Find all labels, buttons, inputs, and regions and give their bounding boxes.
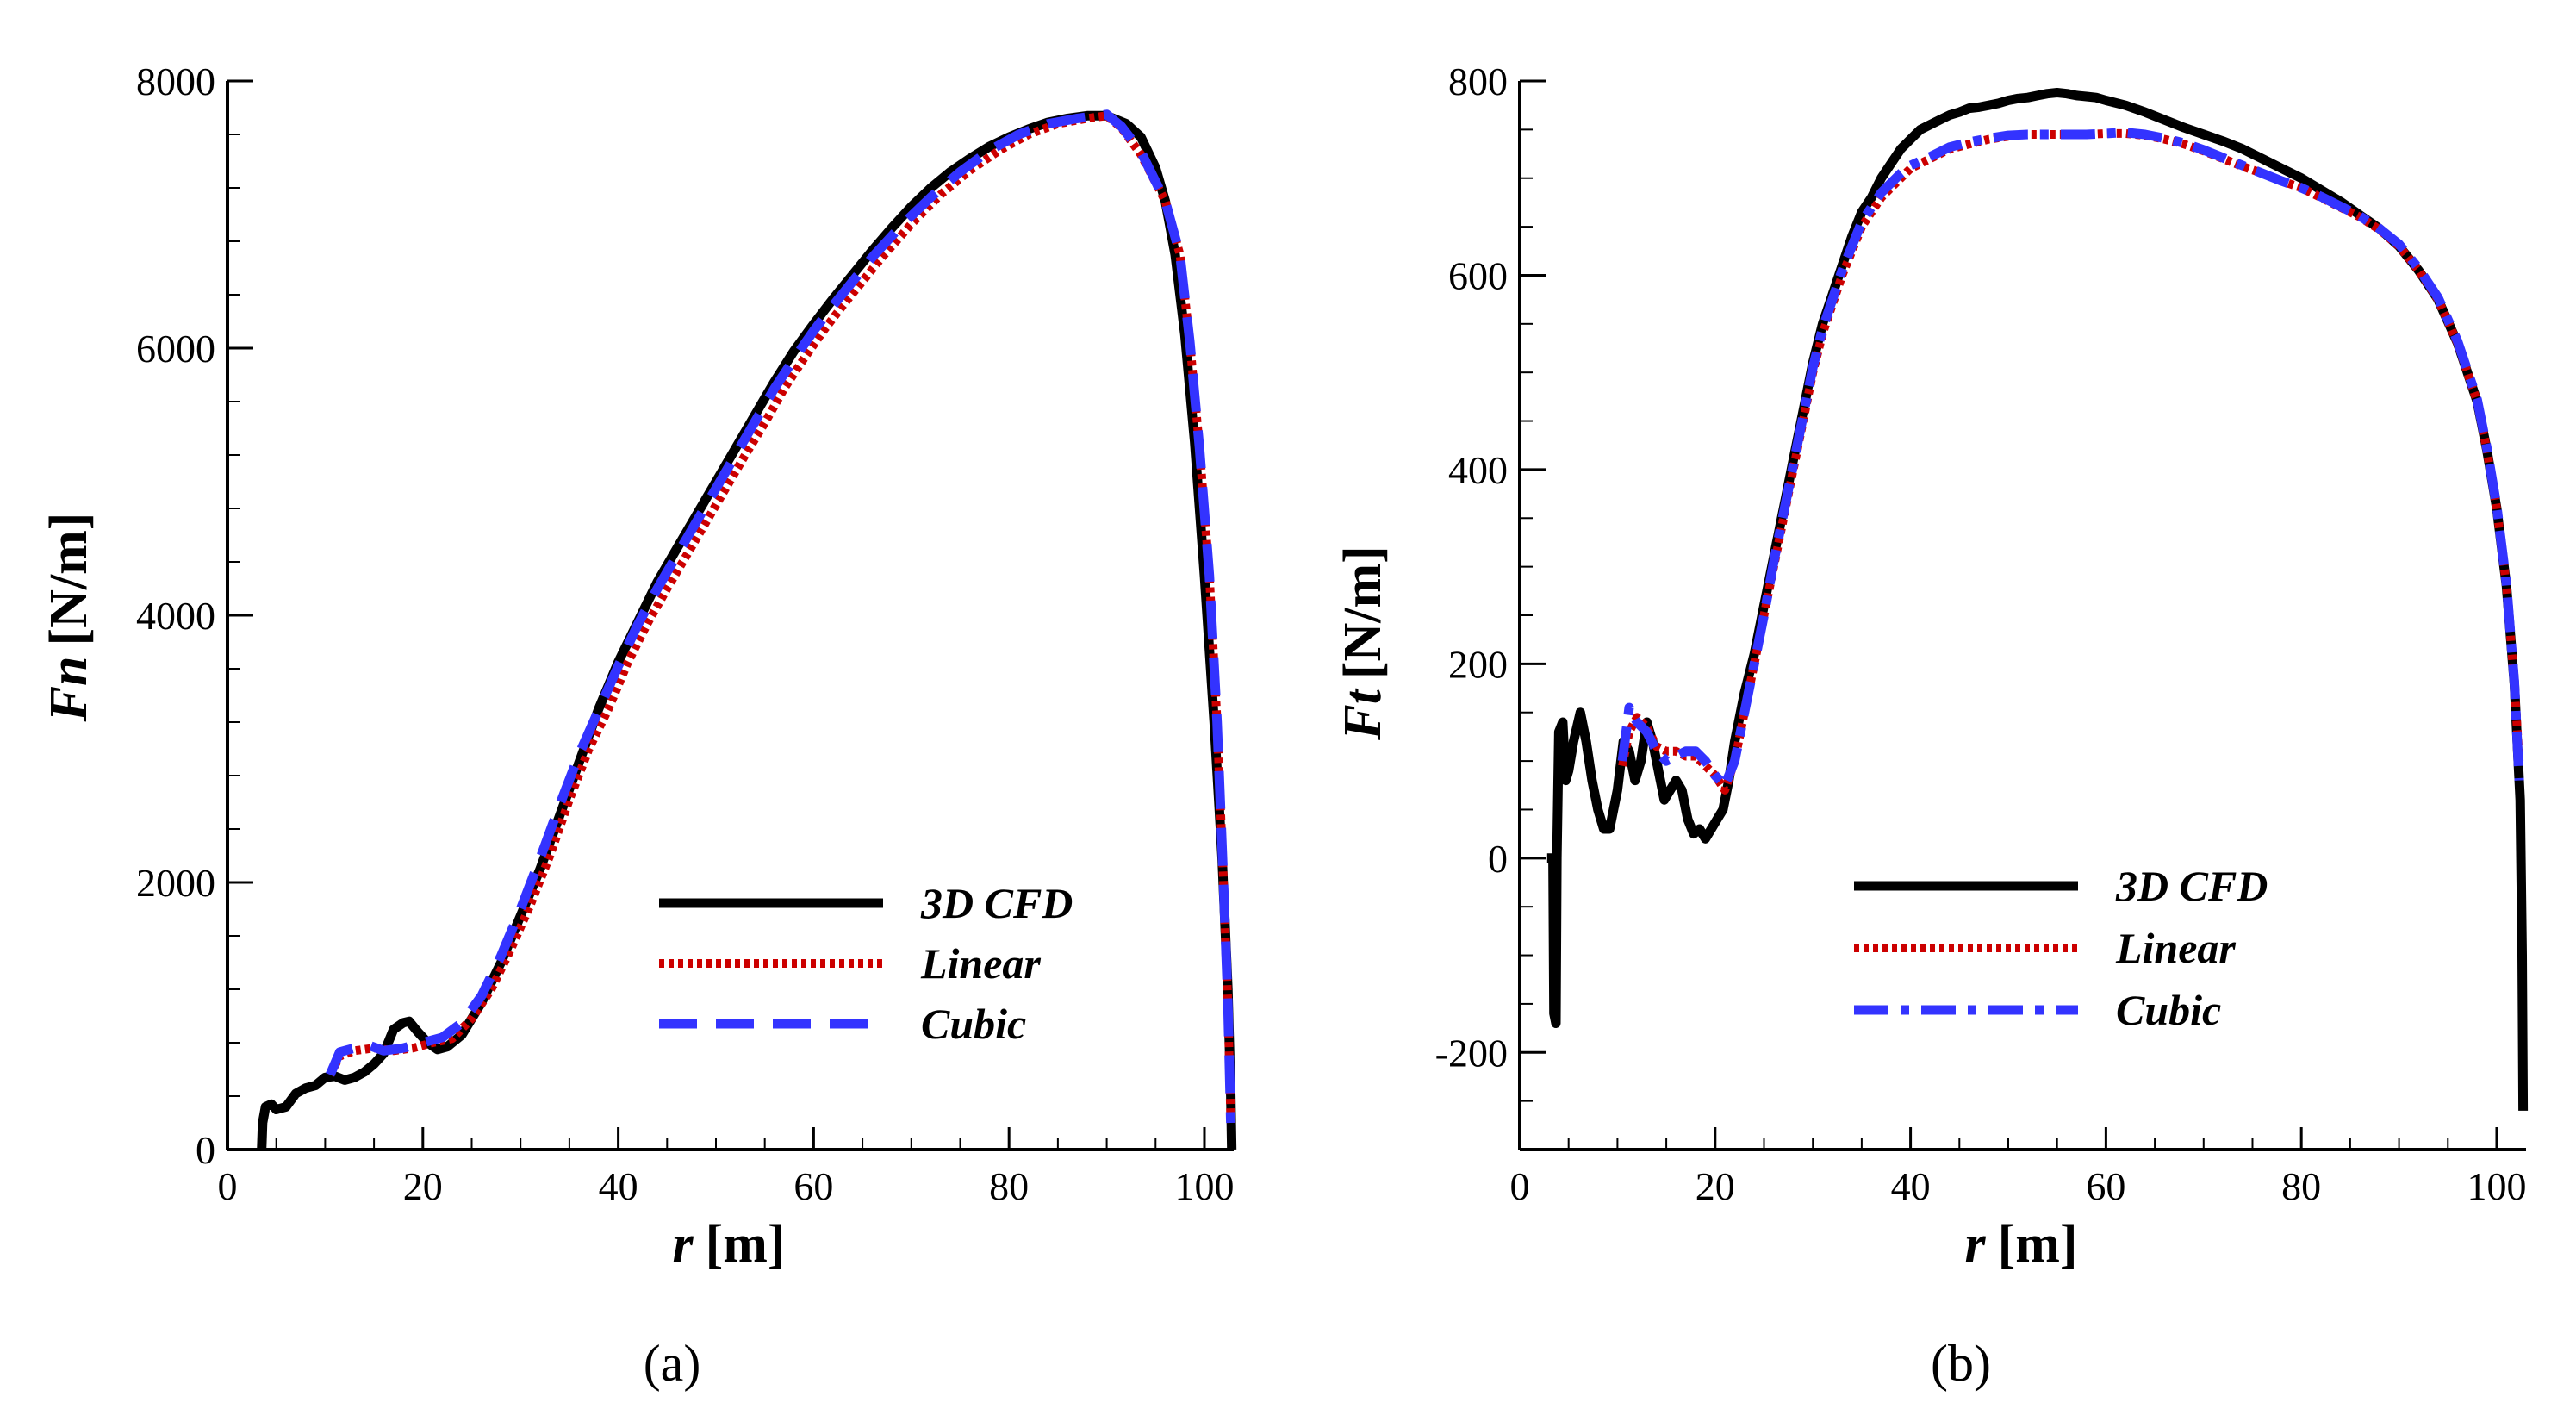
series-line-3d-cfd-a (257, 110, 1237, 1150)
y-axis-label-b: Ft [N/m] (1334, 545, 1392, 741)
y-axis-unit-a: [N/m] (40, 513, 98, 646)
y-tick-label: 200 (1448, 642, 1508, 686)
x-tick-label: 20 (403, 1164, 443, 1208)
y-tick-label: 2000 (136, 861, 215, 905)
legend-b: 3D CFD Linear Cubic (1854, 862, 2268, 1034)
series-line-3d-cfd-b (1546, 88, 2529, 1111)
y-tick-label: 6000 (136, 327, 215, 371)
y-axis-label-a: Fn [N/m] (40, 513, 98, 723)
legend-label-3d-cfd-b: 3D CFD (2115, 862, 2268, 910)
tick-labels-b: 0 20 40 60 80 100 -200 0 200 400 600 800 (1435, 59, 2527, 1208)
y-tick-label: 600 (1448, 253, 1508, 297)
series-line-linear-a (326, 111, 1235, 1124)
x-tick-label: 40 (599, 1164, 638, 1208)
y-axis-var-b: Ft (1334, 688, 1392, 740)
y-tick-label: 4000 (136, 594, 215, 638)
x-axis-label-b: r [m] (1964, 1215, 2077, 1274)
x-axis-unit-b: [m] (1998, 1215, 2078, 1274)
x-axis-var-b: r (1964, 1215, 1986, 1274)
x-axis-var-a: r (672, 1215, 694, 1274)
x-tick-label: 60 (2086, 1164, 2125, 1208)
y-tick-label: 8000 (136, 59, 215, 103)
axes-a (226, 79, 1234, 1151)
panel-label-b: (b) (1931, 1335, 1991, 1392)
legend-label-linear-b: Linear (2115, 924, 2236, 972)
legend-label-cubic-a: Cubic (921, 1000, 1026, 1048)
panel-label-a: (a) (644, 1335, 701, 1392)
y-tick-label: 0 (196, 1128, 215, 1172)
x-tick-label: 100 (1174, 1164, 1234, 1208)
axes-b (1518, 79, 2526, 1151)
y-tick-label: -200 (1435, 1031, 1508, 1075)
x-tick-label: 60 (793, 1164, 833, 1208)
x-tick-label: 0 (218, 1164, 238, 1208)
y-tick-label: 800 (1448, 59, 1508, 103)
chart-panel-b: 0 20 40 60 80 100 -200 0 200 400 600 800 3D CFD Line… (1334, 59, 2529, 1392)
y-tick-label: 400 (1448, 448, 1508, 492)
legend-label-3d-cfd-a: 3D CFD (920, 879, 1073, 927)
y-axis-unit-b: [N/m] (1334, 545, 1392, 679)
x-tick-label: 100 (2467, 1164, 2526, 1208)
x-axis-label-a: r [m] (672, 1215, 785, 1274)
series-line-cubic-a (326, 109, 1236, 1124)
y-axis-var-a: Fn (40, 657, 98, 723)
plot-lines-b (1546, 88, 2529, 1111)
x-tick-label: 40 (1891, 1164, 1931, 1208)
tick-labels-a: 0 20 40 60 80 100 0 2000 4000 6000 8000 (136, 59, 1234, 1208)
legend-label-cubic-b: Cubic (2116, 986, 2221, 1034)
y-tick-label: 0 (1488, 837, 1508, 881)
x-axis-unit-a: [m] (706, 1215, 786, 1274)
plot-lines-a (257, 109, 1237, 1150)
x-tick-label: 80 (2281, 1164, 2321, 1208)
chart-panel-a: 0 20 40 60 80 100 0 2000 4000 6000 8000 3D CFD Line… (40, 59, 1237, 1392)
x-tick-label: 20 (1696, 1164, 1735, 1208)
legend-a: 3D CFD Linear Cubic (659, 879, 1073, 1048)
legend-label-linear-a: Linear (920, 939, 1041, 988)
x-tick-label: 0 (1510, 1164, 1530, 1208)
x-tick-label: 80 (989, 1164, 1029, 1208)
series-line-cubic-b (1617, 128, 2524, 790)
